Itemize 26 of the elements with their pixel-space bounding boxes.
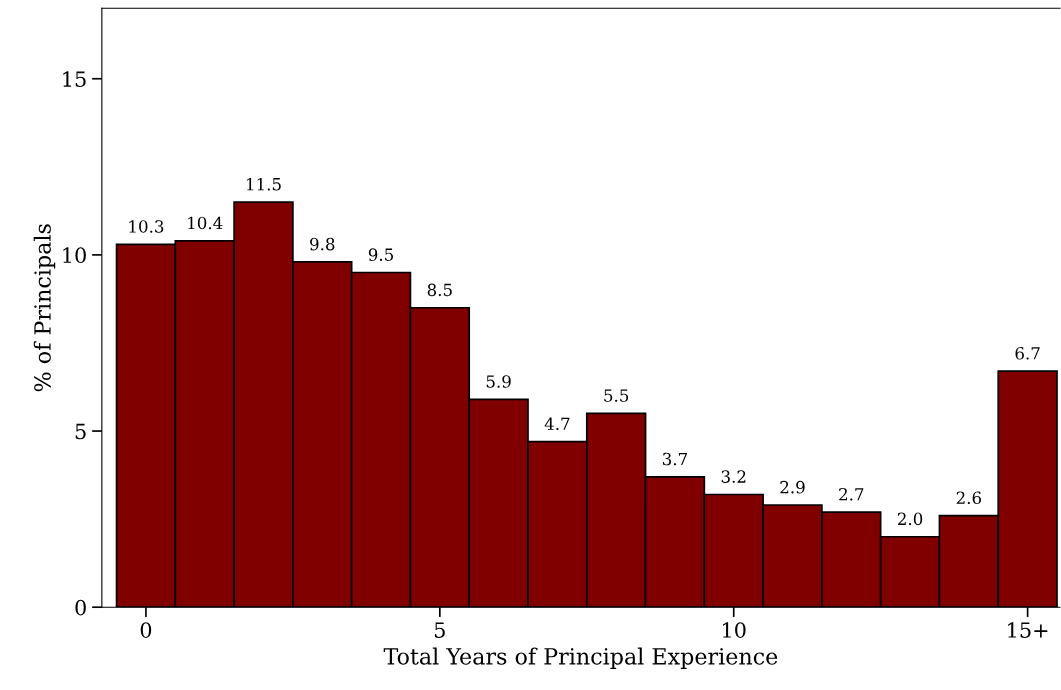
x-axis-title: Total Years of Principal Experience [383, 647, 778, 670]
data-label: 5.5 [604, 389, 629, 402]
data-label: 5.9 [486, 375, 511, 388]
data-label: 2.9 [780, 480, 805, 494]
data-label: 11.5 [246, 177, 281, 191]
data-label: 2.6 [956, 491, 982, 505]
y-tick-label: 15 [63, 71, 86, 87]
data-label: 8.5 [427, 283, 452, 297]
data-label: 3.2 [721, 470, 746, 483]
y-tick-label: 0 [75, 599, 86, 616]
data-label: 2.0 [897, 512, 923, 526]
data-label: 2.7 [839, 487, 864, 501]
y-axis-title: % of Principals [33, 224, 56, 392]
x-tick-label: 0 [140, 622, 152, 638]
data-label: 9.5 [368, 248, 394, 261]
data-label: 10.3 [129, 220, 164, 233]
data-label: 4.7 [544, 417, 570, 431]
data-label: 6.7 [1015, 346, 1040, 360]
data-label: 9.8 [310, 237, 335, 251]
x-tick-label: 5 [434, 622, 445, 638]
x-tick-label: 10 [723, 622, 746, 638]
data-label: 10.4 [188, 216, 223, 230]
data-label: 3.7 [662, 452, 687, 466]
y-tick-label: 10 [63, 247, 86, 264]
y-tick-label: 5 [75, 423, 86, 440]
x-tick-label: 15+ [1008, 622, 1048, 638]
